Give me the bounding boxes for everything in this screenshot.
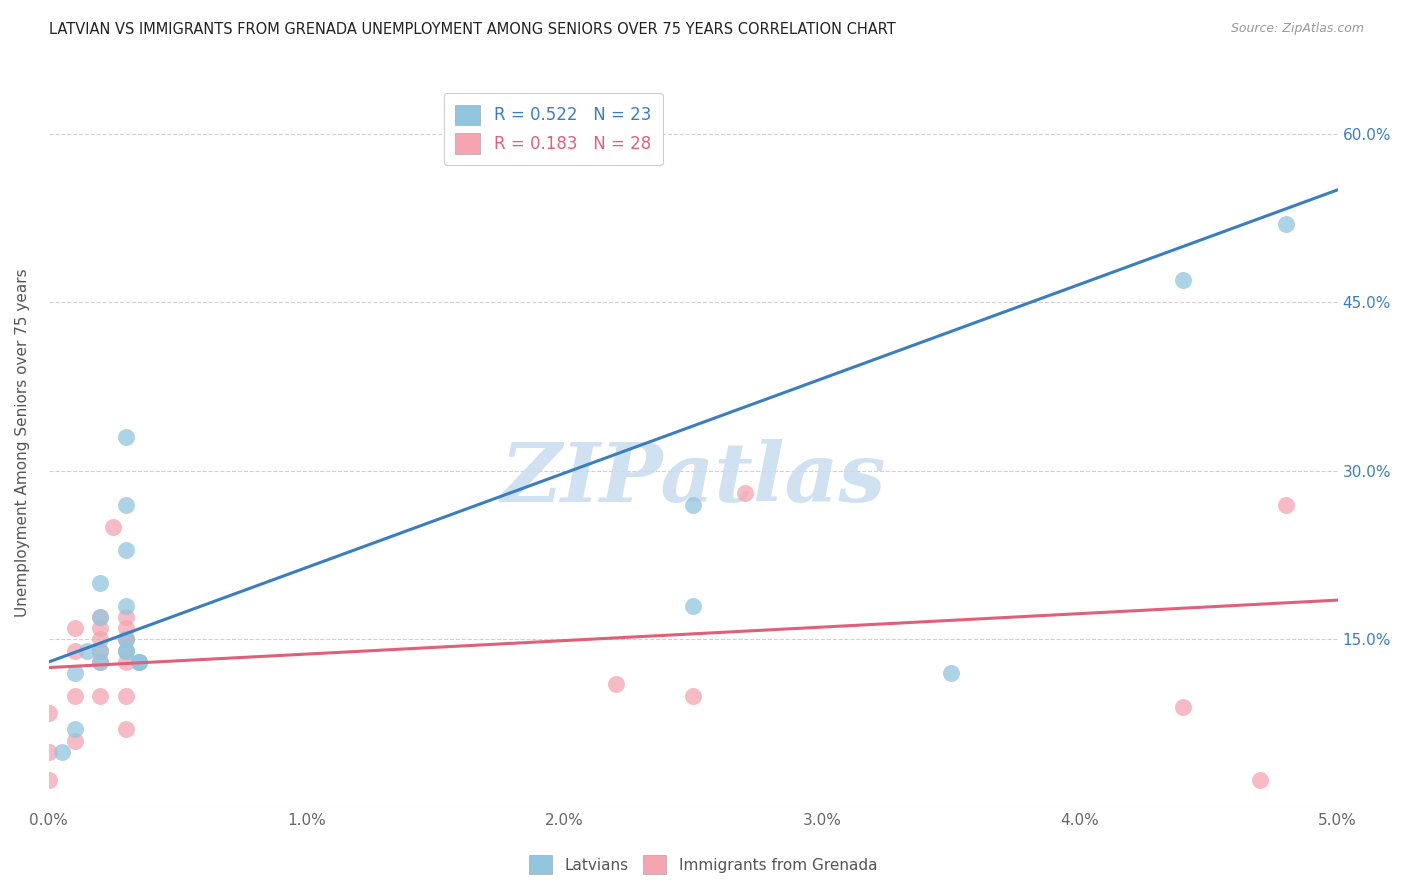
Point [115,621,138,635]
Point [63,643,86,657]
Point [63,689,86,703]
Point [734,486,756,500]
Point [115,632,138,647]
Point [115,643,138,657]
Point [128,655,150,669]
Point [115,643,138,657]
Point [89,610,111,624]
Point [682,498,704,512]
Point [115,498,138,512]
Text: LATVIAN VS IMMIGRANTS FROM GRENADA UNEMPLOYMENT AMONG SENIORS OVER 75 YEARS CORR: LATVIAN VS IMMIGRANTS FROM GRENADA UNEMP… [49,22,896,37]
Point [1275,498,1298,512]
Point [115,632,138,647]
Point [115,610,138,624]
Point [76,643,98,657]
Point [51,745,73,759]
Point [89,632,111,647]
Point [115,689,138,703]
Point [63,733,86,747]
Point [115,723,138,737]
Point [1171,700,1194,714]
Text: Source: ZipAtlas.com: Source: ZipAtlas.com [1230,22,1364,36]
Text: ZIPatlas: ZIPatlas [501,439,886,519]
Point [682,689,704,703]
Point [63,666,86,681]
Point [115,643,138,657]
Point [89,689,111,703]
Point [38,745,60,759]
Point [128,655,150,669]
Point [605,677,627,691]
Point [89,655,111,669]
Point [1249,772,1271,787]
Y-axis label: Unemployment Among Seniors over 75 years: Unemployment Among Seniors over 75 years [15,268,30,617]
Point [128,655,150,669]
Point [1171,273,1194,287]
Point [63,723,86,737]
Point [115,655,138,669]
Point [1275,217,1298,231]
Point [115,599,138,613]
Point [89,621,111,635]
Point [89,576,111,591]
Point [38,706,60,720]
Legend: Latvians, Immigrants from Grenada: Latvians, Immigrants from Grenada [523,849,883,880]
Point [115,430,138,444]
Point [103,520,125,534]
Point [682,599,704,613]
Point [89,610,111,624]
Point [89,643,111,657]
Point [89,655,111,669]
Point [63,621,86,635]
Point [115,542,138,557]
Point [89,643,111,657]
Point [38,772,60,787]
Point [939,666,962,681]
Legend: R = 0.522   N = 23, R = 0.183   N = 28: R = 0.522 N = 23, R = 0.183 N = 28 [444,93,662,165]
Point [115,632,138,647]
